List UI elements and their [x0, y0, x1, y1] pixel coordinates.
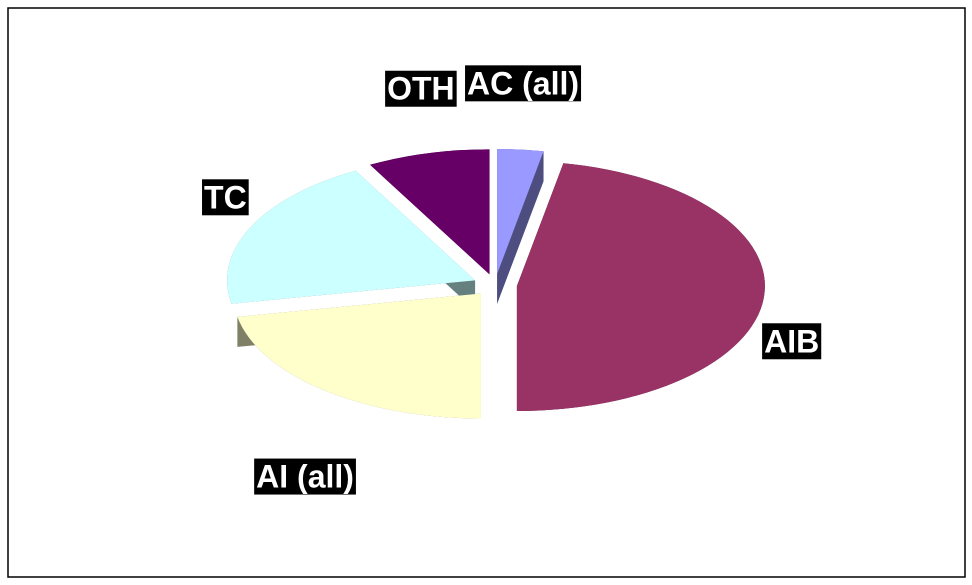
- data-label: AI (all): [256, 459, 354, 495]
- slice: [227, 170, 476, 304]
- data-label: AC (all): [467, 65, 579, 101]
- data-label: AIB: [764, 323, 819, 359]
- label-background: [465, 65, 582, 102]
- data-label: OTH: [387, 71, 455, 107]
- label-background: [762, 323, 822, 360]
- chart-area: [7, 7, 966, 578]
- slice: [516, 163, 765, 412]
- label-background: [254, 458, 356, 495]
- slice: [237, 293, 481, 419]
- label-background: [385, 70, 457, 107]
- slice: [497, 149, 544, 275]
- label-background: [202, 179, 249, 216]
- data-label: TC: [204, 179, 247, 215]
- slice: [370, 149, 490, 275]
